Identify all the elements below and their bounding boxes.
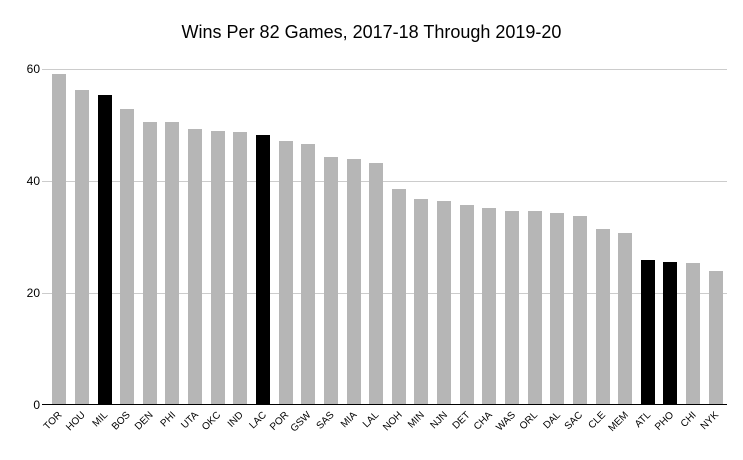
bar-phi — [165, 122, 180, 405]
y-tick-label-20: 20 — [26, 286, 40, 300]
bar-chi — [686, 262, 701, 405]
x-tick-label-chi: CHI — [678, 409, 699, 430]
x-tick-label-atl: ATL — [633, 409, 654, 430]
bar-cle — [595, 228, 610, 405]
chart-title: Wins Per 82 Games, 2017-18 Through 2019-… — [181, 22, 562, 42]
bar-sac — [572, 216, 587, 405]
bar-nyk — [708, 271, 723, 405]
x-tick-label-sac: SAC — [563, 409, 586, 433]
x-tick-label-min: MIN — [406, 409, 427, 431]
x-tick-label-njn: NJN — [428, 409, 450, 432]
bar-bos — [120, 109, 135, 405]
y-tick-label-0: 0 — [33, 398, 40, 412]
bar-lal — [369, 162, 384, 405]
x-tick-label-pho: PHO — [652, 409, 676, 433]
x-tick-label-cle: CLE — [586, 409, 609, 432]
x-tick-label-orl: ORL — [517, 409, 541, 433]
x-tick-label-was: WAS — [493, 409, 518, 434]
x-tick-label-okc: OKC — [200, 409, 224, 433]
x-tick-label-tor: TOR — [42, 409, 65, 433]
bar-min — [414, 199, 429, 405]
x-tick-label-lal: LAL — [361, 409, 382, 431]
x-tick-label-sas: SAS — [314, 409, 337, 432]
bar-uta — [188, 128, 203, 405]
x-tick-label-dal: DAL — [541, 409, 563, 432]
x-tick-label-cha: CHA — [472, 409, 495, 433]
bar-lac — [256, 134, 271, 405]
x-tick-label-por: POR — [268, 409, 292, 433]
x-tick-label-gsw: GSW — [289, 409, 314, 435]
x-tick-label-hou: HOU — [63, 409, 88, 434]
x-tick-label-mem: MEM — [606, 409, 631, 435]
x-tick-label-nyk: NYK — [698, 409, 722, 433]
bar-det — [459, 205, 474, 405]
bar-mil — [97, 94, 112, 405]
bar-tor — [52, 74, 67, 405]
y-tick-label-40: 40 — [26, 174, 40, 188]
bar-was — [504, 210, 519, 405]
bar-noh — [391, 188, 406, 405]
bar-sas — [323, 156, 338, 405]
x-tick-label-mil: MIL — [90, 409, 111, 430]
x-tick-label-mia: MIA — [338, 409, 360, 431]
bar-mia — [346, 159, 361, 405]
bar-njn — [437, 200, 452, 405]
gridline-20 — [42, 293, 727, 294]
x-tick-label-den: DEN — [132, 409, 156, 433]
x-tick-label-ind: IND — [225, 409, 246, 430]
x-tick-label-bos: BOS — [110, 409, 133, 433]
bar-mem — [618, 232, 633, 405]
bar-cha — [482, 208, 497, 405]
plot-area — [42, 69, 727, 405]
bar-pho — [663, 261, 678, 405]
x-tick-label-uta: UTA — [179, 409, 201, 432]
gridline-40 — [42, 181, 727, 182]
gridline-60 — [42, 69, 727, 70]
bar-dal — [550, 212, 565, 405]
bar-atl — [640, 259, 655, 405]
x-tick-label-lac: LAC — [247, 409, 269, 432]
bar-gsw — [301, 144, 316, 405]
bar-por — [278, 140, 293, 405]
x-tick-label-noh: NOH — [380, 409, 405, 434]
x-axis-line — [42, 403, 727, 405]
bar-okc — [210, 130, 225, 405]
bar-hou — [74, 89, 89, 405]
x-tick-label-det: DET — [450, 409, 473, 432]
x-tick-label-phi: PHI — [158, 409, 179, 430]
y-tick-label-60: 60 — [26, 62, 40, 76]
bar-den — [142, 122, 157, 405]
bar-orl — [527, 211, 542, 405]
bar-ind — [233, 131, 248, 405]
